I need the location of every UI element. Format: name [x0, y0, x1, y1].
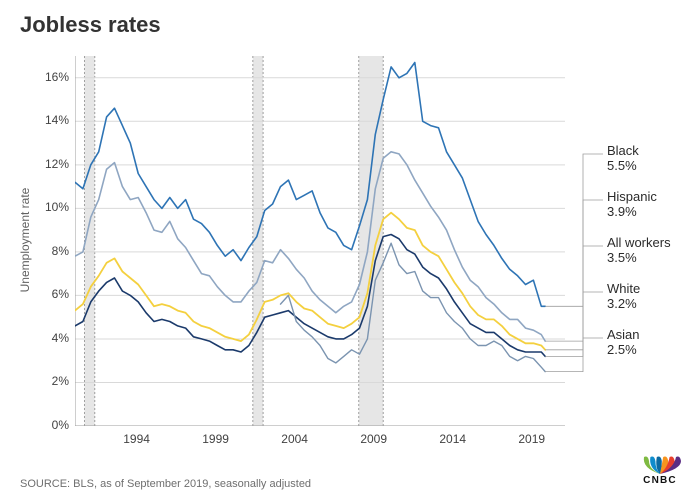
x-tick-label: 2004	[281, 432, 308, 446]
y-tick-label: 4%	[52, 331, 69, 345]
chart-title: Jobless rates	[20, 12, 161, 38]
plot-area	[75, 56, 565, 426]
x-tick-label: 2019	[518, 432, 545, 446]
x-tick-label: 1999	[202, 432, 229, 446]
x-tick-label: 2009	[360, 432, 387, 446]
x-tick-label: 1994	[123, 432, 150, 446]
svg-text:CNBC: CNBC	[643, 475, 677, 485]
y-tick-label: 10%	[45, 200, 69, 214]
series-label-white: White3.2%	[607, 282, 640, 312]
y-tick-label: 8%	[52, 244, 69, 258]
y-tick-label: 12%	[45, 157, 69, 171]
series-label-asian: Asian2.5%	[607, 328, 640, 358]
chart-container: Jobless rates Unemployment rate 0% 2% 4% 6%…	[0, 0, 700, 500]
y-tick-label: 6%	[52, 287, 69, 301]
y-tick-label: 14%	[45, 113, 69, 127]
x-tick-label: 2014	[439, 432, 466, 446]
cnbc-logo-svg: CNBC	[638, 455, 682, 485]
series-label-all-workers: All workers3.5%	[607, 236, 671, 266]
plot-svg	[75, 56, 565, 426]
series-label-hispanic: Hispanic3.9%	[607, 190, 657, 220]
series-label-black: Black5.5%	[607, 144, 639, 174]
y-tick-label: 2%	[52, 374, 69, 388]
source-footer: SOURCE: BLS, as of September 2019, seaso…	[20, 478, 311, 490]
y-tick-label: 0%	[52, 418, 69, 432]
cnbc-logo: CNBC	[638, 455, 682, 490]
y-axis-label: Unemployment rate	[18, 180, 32, 300]
y-tick-label: 16%	[45, 70, 69, 84]
